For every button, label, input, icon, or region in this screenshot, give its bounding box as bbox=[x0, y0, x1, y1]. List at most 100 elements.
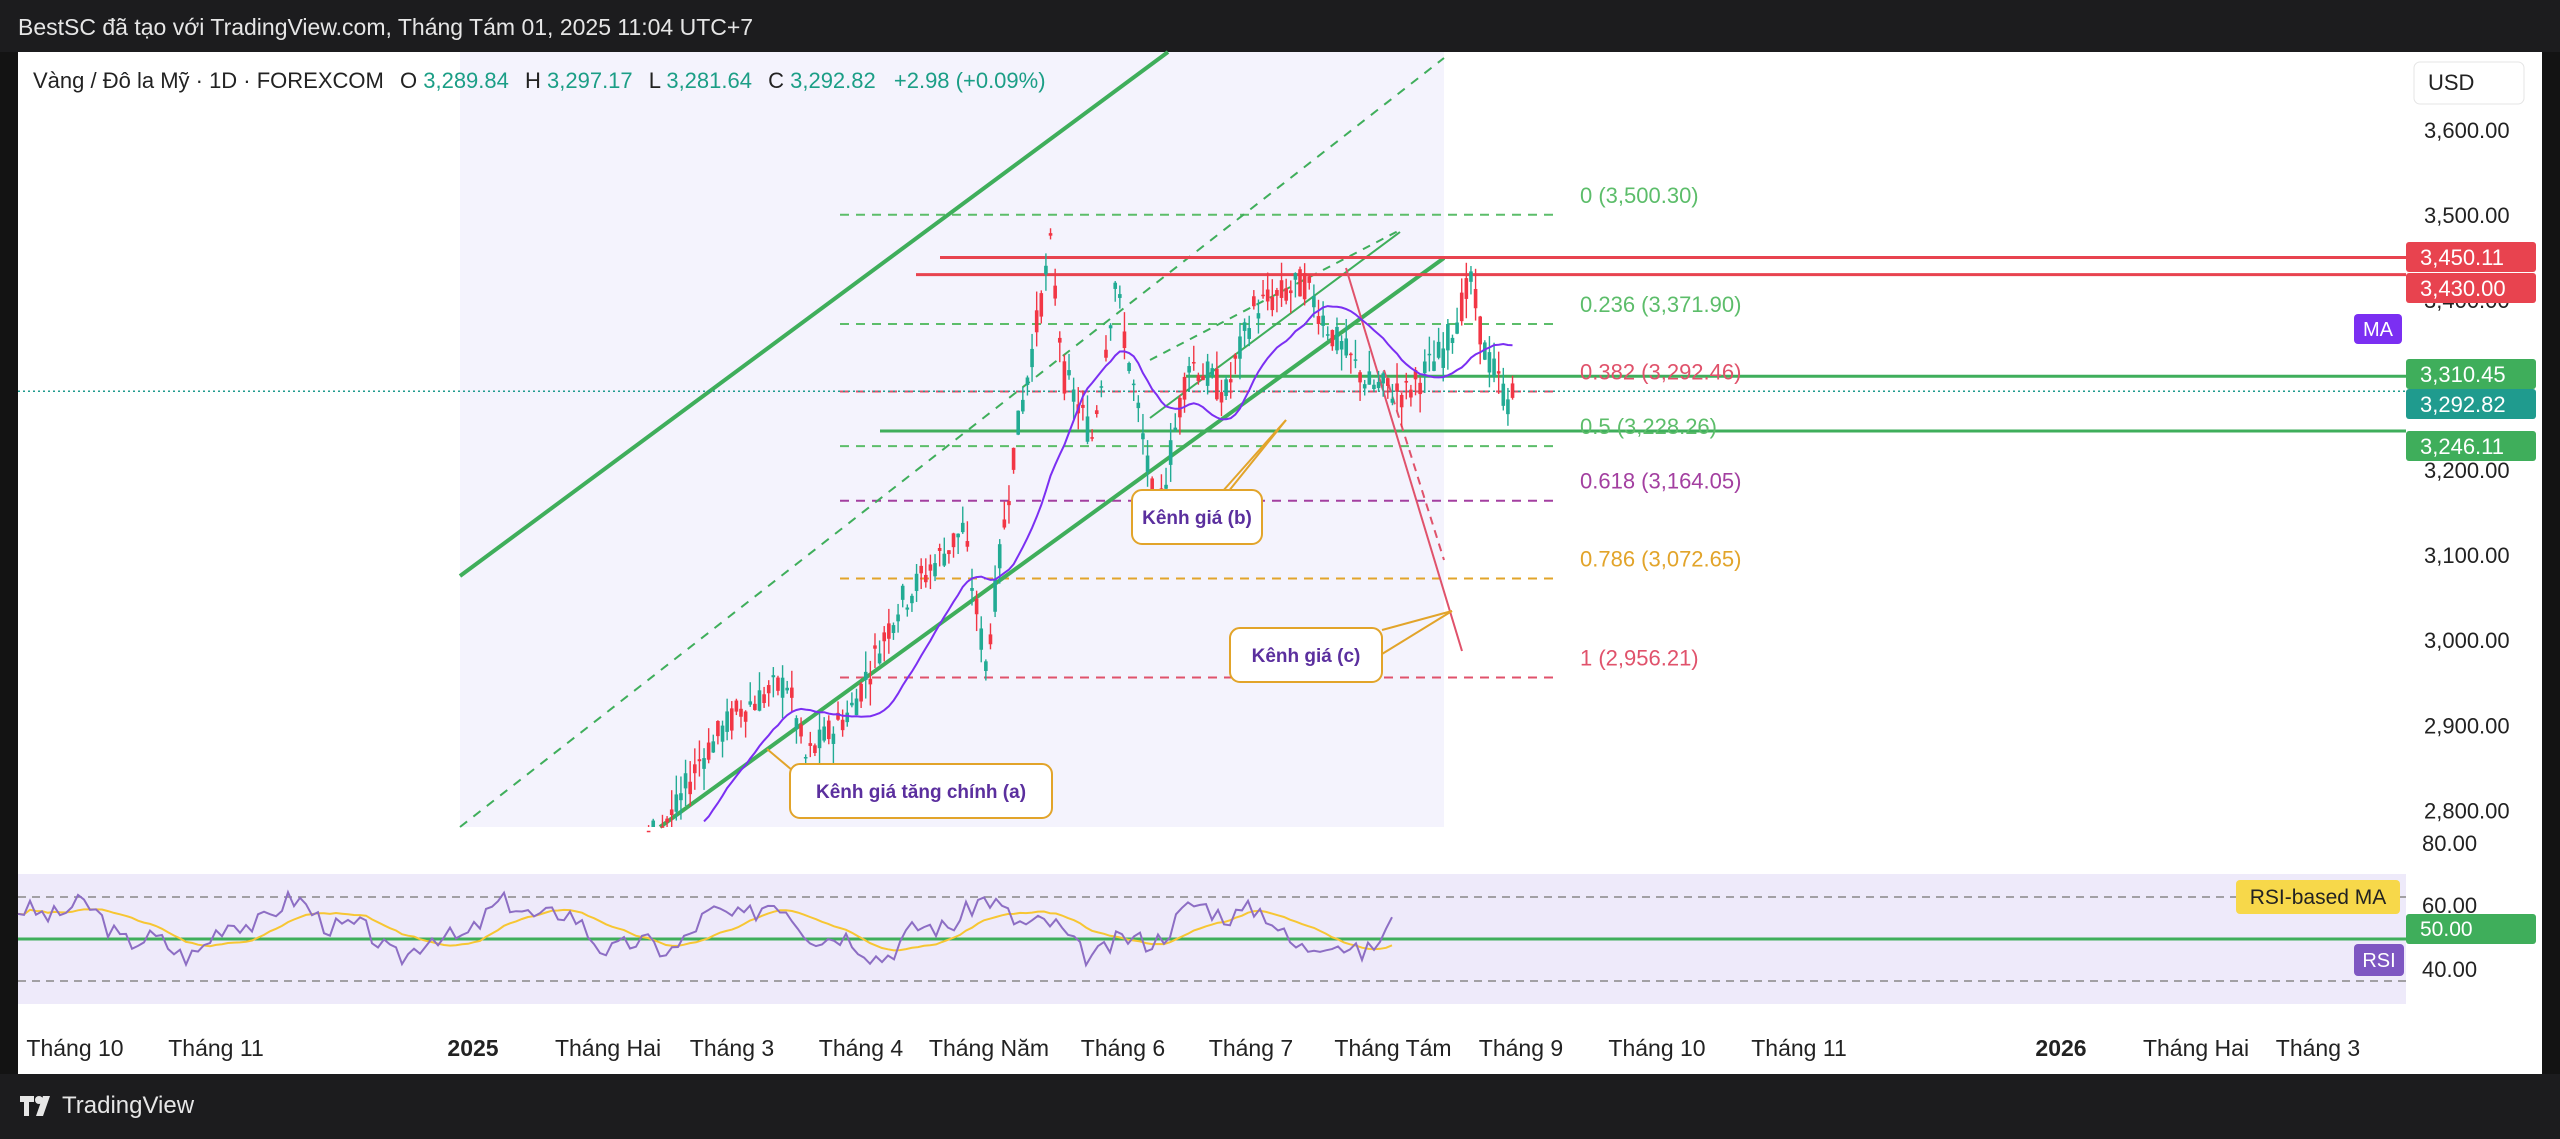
candle-body bbox=[762, 694, 766, 704]
candle-body bbox=[799, 724, 803, 737]
price-tag-text: 3,450.11 bbox=[2420, 245, 2504, 270]
moving-average-line bbox=[703, 305, 1513, 823]
candle-body bbox=[1196, 375, 1201, 381]
candle-body bbox=[877, 653, 882, 664]
legend-close-value: 3,292.82 bbox=[790, 68, 876, 93]
candlestick-series bbox=[646, 228, 1515, 833]
candle-body bbox=[711, 741, 716, 753]
price-axis-tick: 3,600.00 bbox=[2424, 118, 2510, 143]
candle-body bbox=[734, 700, 739, 712]
candle-body bbox=[679, 793, 683, 801]
candle-body bbox=[1048, 233, 1053, 236]
candle-body bbox=[845, 712, 850, 723]
candle-body bbox=[808, 743, 813, 746]
candle-body bbox=[646, 830, 651, 833]
time-axis-tick: Tháng 11 bbox=[168, 1035, 263, 1061]
candle-body bbox=[1265, 289, 1270, 302]
annotation-channel-a[interactable]: Kênh giá tăng chính (a) bbox=[766, 748, 1053, 819]
legend-low-value: 3,281.64 bbox=[666, 68, 752, 93]
candle-body bbox=[988, 634, 993, 645]
candle-body bbox=[1483, 342, 1487, 360]
legend-low-label: L bbox=[649, 68, 661, 93]
candle-body bbox=[1011, 447, 1016, 470]
channel-a-lower-line bbox=[658, 256, 1446, 829]
candle-body bbox=[1256, 313, 1261, 319]
price-tag-text: 3,246.11 bbox=[2420, 434, 2504, 459]
candle-body bbox=[771, 675, 776, 678]
price-axis-tick: 3,000.00 bbox=[2424, 628, 2510, 653]
channel-b-midline bbox=[1149, 229, 1401, 361]
candle-body bbox=[956, 533, 960, 538]
price-tag[interactable] bbox=[2406, 359, 2536, 389]
legend-open-label: O bbox=[400, 68, 417, 93]
price-tag[interactable] bbox=[2406, 431, 2536, 461]
time-axis-tick: Tháng 4 bbox=[819, 1035, 904, 1061]
candle-body bbox=[1108, 325, 1113, 329]
candle-body bbox=[1030, 348, 1034, 368]
price-tag-text: 3,430.00 bbox=[2420, 276, 2506, 301]
channel-c-line bbox=[1345, 267, 1463, 652]
currency-label: USD bbox=[2428, 70, 2474, 95]
candle-body bbox=[1178, 397, 1182, 418]
time-axis-tick: Tháng Tám bbox=[1334, 1035, 1451, 1061]
candle-body bbox=[831, 733, 836, 744]
candle-body bbox=[1496, 371, 1501, 374]
candle-body bbox=[979, 628, 984, 650]
time-axis-tick: Tháng 7 bbox=[1209, 1035, 1293, 1061]
candle-body bbox=[1099, 386, 1104, 388]
candle-body bbox=[776, 677, 780, 691]
rsi-line bbox=[17, 889, 1393, 968]
annotation-channel-b[interactable]: Kênh giá (b) bbox=[1131, 419, 1287, 545]
candle-body bbox=[850, 702, 854, 706]
candle-body bbox=[1358, 372, 1362, 383]
candle-body bbox=[1450, 337, 1455, 344]
candle-body bbox=[702, 758, 706, 769]
ma-badge[interactable] bbox=[2354, 314, 2402, 344]
rsi-ma-badge[interactable] bbox=[2236, 880, 2400, 914]
candle-body bbox=[928, 564, 933, 571]
candle-body bbox=[854, 698, 859, 716]
legend-close-label: C bbox=[768, 68, 784, 93]
candle-body bbox=[1081, 404, 1085, 408]
rsi-badge-text: RSI bbox=[2362, 950, 2395, 972]
price-tag-text: 3,310.45 bbox=[2420, 362, 2506, 387]
price-axis-tick: 2,800.00 bbox=[2424, 798, 2510, 823]
time-axis-tick: Tháng 11 bbox=[1751, 1035, 1846, 1061]
candle-body bbox=[1404, 380, 1409, 383]
price-tag[interactable] bbox=[2406, 242, 2536, 272]
annotation-channel-c[interactable]: Kênh giá (c) bbox=[1229, 610, 1453, 683]
annotation-channel-a-text: Kênh giá tăng chính (a) bbox=[816, 782, 1026, 803]
candle-body bbox=[1399, 394, 1404, 408]
candle-body bbox=[826, 720, 831, 740]
price-axis-tick: 3,200.00 bbox=[2424, 458, 2510, 483]
candle-body bbox=[1418, 382, 1422, 395]
annotation-channel-c-text: Kênh giá (c) bbox=[1252, 646, 1361, 667]
candle-body bbox=[729, 708, 734, 731]
candle-body bbox=[1293, 273, 1298, 280]
rsi-badge[interactable] bbox=[2354, 944, 2404, 976]
candle-body bbox=[942, 553, 947, 566]
candle-body bbox=[1478, 316, 1482, 345]
candle-body bbox=[924, 574, 928, 583]
price-tag[interactable] bbox=[2406, 273, 2536, 303]
candle-body bbox=[1215, 369, 1219, 400]
candle-body bbox=[933, 563, 937, 577]
candle-body bbox=[1187, 366, 1191, 373]
candle-body bbox=[1145, 455, 1150, 472]
candle-body bbox=[651, 820, 656, 827]
candle-body bbox=[882, 632, 887, 642]
price-tag[interactable] bbox=[2406, 389, 2536, 419]
candle-body bbox=[1362, 384, 1367, 389]
candle-body bbox=[1325, 334, 1330, 336]
candle-body bbox=[984, 661, 988, 672]
candle-body bbox=[873, 645, 877, 649]
currency-button[interactable] bbox=[2413, 61, 2525, 105]
candle-body bbox=[1510, 383, 1515, 398]
candle-body bbox=[1506, 399, 1510, 415]
candle-body bbox=[974, 598, 979, 615]
candle-body bbox=[693, 764, 697, 774]
candle-body bbox=[1228, 379, 1233, 383]
annotation-channel-b-text: Kênh giá (b) bbox=[1142, 508, 1252, 529]
candle-body bbox=[1459, 292, 1464, 322]
